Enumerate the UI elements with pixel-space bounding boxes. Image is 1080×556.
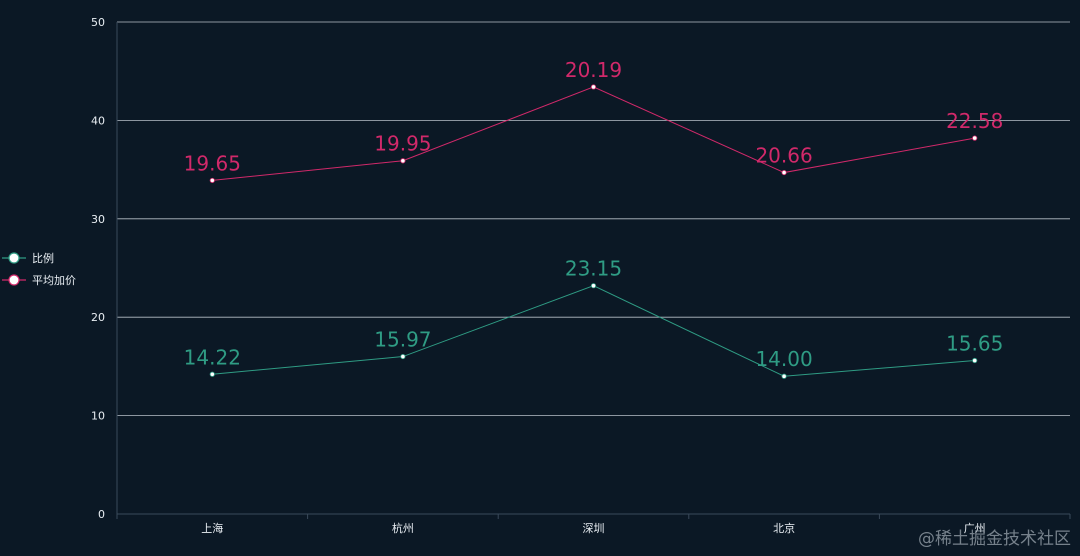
data-point — [781, 169, 787, 176]
legend-item: 比例 — [2, 251, 54, 265]
x-tick-label: 北京 — [773, 521, 795, 535]
watermark: @稀土掘金技术社区 — [918, 529, 1071, 549]
data-point — [590, 84, 597, 90]
series-2: 19.65 19.95 20.19 20.66 22.58 — [184, 58, 1003, 184]
data-label: 19.95 — [374, 132, 431, 156]
data-point — [209, 371, 215, 377]
y-tick-label: 20 — [91, 311, 105, 324]
legend-marker — [8, 252, 20, 264]
data-label: 19.65 — [184, 151, 241, 175]
legend-marker — [8, 274, 20, 286]
data-label: 22.58 — [946, 109, 1003, 133]
y-tick-label: 10 — [91, 410, 105, 423]
y-tick-label: 30 — [91, 213, 105, 226]
data-label: 20.66 — [755, 144, 812, 168]
y-tick-label: 50 — [91, 16, 105, 29]
data-point — [400, 158, 406, 164]
data-label: 14.22 — [184, 345, 241, 369]
data-label: 20.19 — [565, 58, 622, 82]
data-label: 14.00 — [755, 347, 812, 371]
data-label: 23.15 — [565, 257, 622, 281]
legend-item: 平均加价 — [2, 274, 76, 287]
data-point — [972, 135, 978, 141]
x-axis: 上海 杭州 深圳 北京 广州 — [116, 22, 1071, 535]
y-tick-label: 40 — [91, 114, 105, 127]
x-tick-label: 广州 — [964, 522, 986, 535]
grid-lines — [117, 21, 1070, 417]
series-1: 14.22 15.97 23.15 14.00 15.65 — [184, 257, 1003, 379]
x-tick-label: 深圳 — [583, 522, 605, 535]
series-line — [212, 285, 975, 377]
y-tick-label: 0 — [98, 508, 105, 521]
data-point — [972, 357, 978, 364]
data-point — [781, 373, 787, 379]
data-point — [400, 353, 406, 360]
legend-label: 比例 — [32, 251, 54, 265]
data-point — [209, 177, 215, 184]
x-tick-label: 杭州 — [392, 521, 414, 535]
series-line — [212, 86, 975, 181]
x-tick-label: 上海 — [201, 521, 223, 535]
data-label: 15.97 — [374, 328, 431, 352]
y-axis-ticks: 0 10 20 30 40 50 — [91, 16, 105, 521]
data-point — [590, 283, 597, 289]
data-label: 15.65 — [946, 331, 1003, 355]
series-group: 14.22 15.97 23.15 14.00 15.65 19.65 19.95 20.19… — [184, 58, 1003, 379]
legend-label: 平均加价 — [32, 274, 76, 287]
